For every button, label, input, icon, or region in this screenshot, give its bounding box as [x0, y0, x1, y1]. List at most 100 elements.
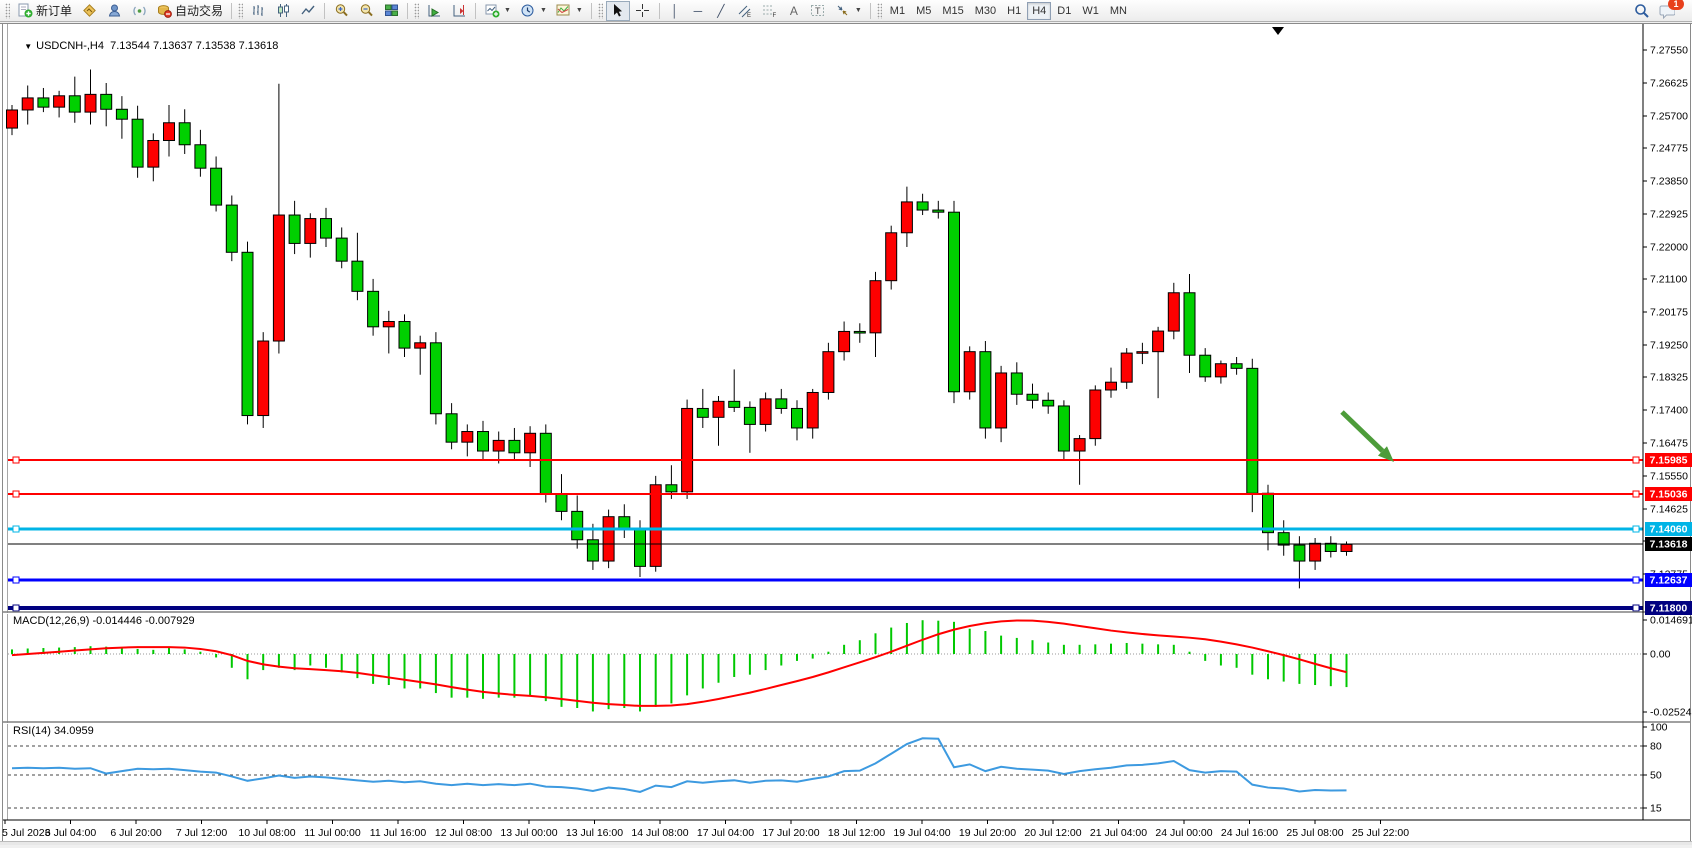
svg-text:7.16475: 7.16475: [1650, 438, 1688, 450]
chart-shift-icon: [426, 3, 442, 19]
toolbar-grip[interactable]: [876, 2, 882, 19]
toolbar-separator: [658, 2, 660, 19]
svg-text:6 Jul 20:00: 6 Jul 20:00: [110, 827, 162, 839]
svg-text:15: 15: [1650, 803, 1662, 815]
dropdown-caret-icon: ▼: [504, 7, 511, 14]
channel-tool-button[interactable]: E: [733, 1, 757, 21]
dropdown-caret-icon: ▼: [854, 7, 862, 14]
new-order-icon: [17, 3, 33, 19]
accounts-button[interactable]: [102, 1, 126, 21]
search-button[interactable]: [1630, 1, 1654, 21]
svg-text:E: E: [747, 13, 751, 18]
svg-text:10 Jul 08:00: 10 Jul 08:00: [238, 827, 295, 839]
toolbar-separator: [324, 2, 326, 19]
chart-symbol-label[interactable]: ▼ USDCNH-,H4 7.13544 7.13637 7.13538 7.13…: [12, 28, 278, 64]
svg-text:7.13618: 7.13618: [1650, 539, 1688, 551]
svg-text:19 Jul 04:00: 19 Jul 04:00: [893, 827, 950, 839]
new-chart-icon: [484, 3, 500, 19]
zoom-in-button[interactable]: [329, 1, 353, 21]
tile-windows-button[interactable]: [379, 1, 403, 21]
timeframe-button-M5[interactable]: M5: [911, 2, 936, 20]
trendline-tool-button[interactable]: ╱: [710, 1, 732, 21]
macd-indicator: [8, 619, 1643, 712]
chart-shift-button[interactable]: [422, 1, 446, 21]
signal-icon: [131, 3, 147, 19]
timeframe-button-MN[interactable]: MN: [1105, 2, 1132, 20]
svg-text:7.27550: 7.27550: [1650, 45, 1688, 57]
svg-text:7.14060: 7.14060: [1650, 524, 1688, 536]
toolbar-grip[interactable]: [238, 2, 244, 19]
text-label-icon: T: [810, 3, 826, 19]
rsi-line: [11, 737, 1347, 793]
symbol-timeframe-text: USDCNH-,H4: [36, 40, 104, 52]
user-icon: [106, 3, 122, 19]
periods-button[interactable]: ▼: [516, 1, 551, 21]
zoom-out-button[interactable]: [354, 1, 378, 21]
cursor-tool-button[interactable]: [605, 0, 630, 21]
horizontal-line-tool-button[interactable]: ─: [687, 1, 709, 21]
timeframe-button-W1[interactable]: W1: [1077, 2, 1104, 20]
new-chart-button[interactable]: ▼: [480, 1, 515, 21]
svg-text:11 Jul 16:00: 11 Jul 16:00: [370, 827, 427, 839]
svg-text:7.11800: 7.11800: [1650, 603, 1688, 615]
svg-text:12 Jul 08:00: 12 Jul 08:00: [435, 827, 492, 839]
svg-text:0.014691: 0.014691: [1650, 615, 1692, 627]
vline-icon: │: [671, 3, 679, 18]
svg-text:F: F: [773, 13, 777, 18]
fibonacci-tool-button[interactable]: F: [758, 1, 782, 21]
bar-chart-type-button[interactable]: [246, 1, 270, 21]
svg-text:14 Jul 08:00: 14 Jul 08:00: [631, 827, 688, 839]
svg-text:7.22925: 7.22925: [1650, 209, 1688, 221]
annotation-arrow: [1340, 410, 1394, 462]
svg-text:24 Jul 16:00: 24 Jul 16:00: [1221, 827, 1278, 839]
signals-button[interactable]: [127, 1, 151, 21]
svg-text:7.20175: 7.20175: [1650, 307, 1688, 319]
rsi-indicator: [8, 737, 1643, 809]
price-chart-canvas[interactable]: 7.27550 7.26625 7.25700 7.24775 7.23850 7.229…: [0, 23, 1692, 848]
svg-text:17 Jul 04:00: 17 Jul 04:00: [697, 827, 754, 839]
line-chart-type-button[interactable]: [296, 1, 320, 21]
timeframe-button-H4[interactable]: H4: [1027, 1, 1052, 20]
timeframe-button-M15[interactable]: M15: [937, 2, 968, 20]
macd-signal-line: [11, 619, 1347, 707]
ohlc-values-text: 7.13544 7.13637 7.13538 7.13618: [110, 40, 279, 52]
svg-text:5 Jul 2023: 5 Jul 2023: [2, 827, 51, 839]
line-chart-icon: [300, 3, 316, 19]
svg-text:80: 80: [1650, 741, 1662, 753]
toolbar-separator: [590, 2, 592, 19]
timeframe-button-M30[interactable]: M30: [970, 2, 1001, 20]
text-tool-button[interactable]: A: [783, 1, 805, 21]
indicators-button[interactable]: ▼: [552, 1, 587, 21]
svg-text:17 Jul 20:00: 17 Jul 20:00: [762, 827, 819, 839]
svg-text:7.15036: 7.15036: [1650, 489, 1688, 501]
autotrading-button[interactable]: 自动交易: [152, 1, 227, 21]
timeframe-button-H1[interactable]: H1: [1002, 2, 1026, 20]
text-label-tool-button[interactable]: T: [806, 1, 830, 21]
arrows-tool-button[interactable]: ▼: [831, 1, 866, 21]
candlestick-series: [6, 69, 1353, 589]
vertical-line-tool-button[interactable]: │: [664, 1, 686, 21]
toolbar-grip[interactable]: [414, 2, 420, 19]
chart-autoscroll-icon: [451, 3, 467, 19]
chat-button[interactable]: 1: [1655, 0, 1684, 21]
new-order-label: 新订单: [36, 4, 73, 18]
svg-text:25 Jul 22:00: 25 Jul 22:00: [1352, 827, 1409, 839]
macd-indicator-label: MACD(12,26,9) -0.014446 -0.007929: [13, 615, 195, 627]
horizontal-line-objects: [8, 456, 1643, 612]
chart-menu-arrow-icon[interactable]: ▼: [24, 42, 33, 51]
market-watch-button[interactable]: [77, 1, 101, 21]
hline-icon: ─: [693, 3, 703, 18]
toolbar-grip[interactable]: [5, 2, 10, 19]
market-gold-icon: [81, 3, 97, 19]
timeframe-button-M1[interactable]: M1: [885, 2, 910, 20]
toolbar-separator: [475, 2, 477, 19]
new-order-button[interactable]: 新订单: [13, 1, 76, 21]
tile-windows-icon: [383, 3, 399, 19]
zoom-in-icon: [333, 3, 349, 19]
svg-text:100: 100: [1650, 722, 1668, 734]
candle-chart-type-button[interactable]: [271, 1, 295, 21]
toolbar-grip[interactable]: [597, 2, 603, 19]
crosshair-tool-button[interactable]: [631, 1, 655, 21]
timeframe-button-D1[interactable]: D1: [1052, 2, 1076, 20]
chart-autoscroll-button[interactable]: [447, 1, 471, 21]
